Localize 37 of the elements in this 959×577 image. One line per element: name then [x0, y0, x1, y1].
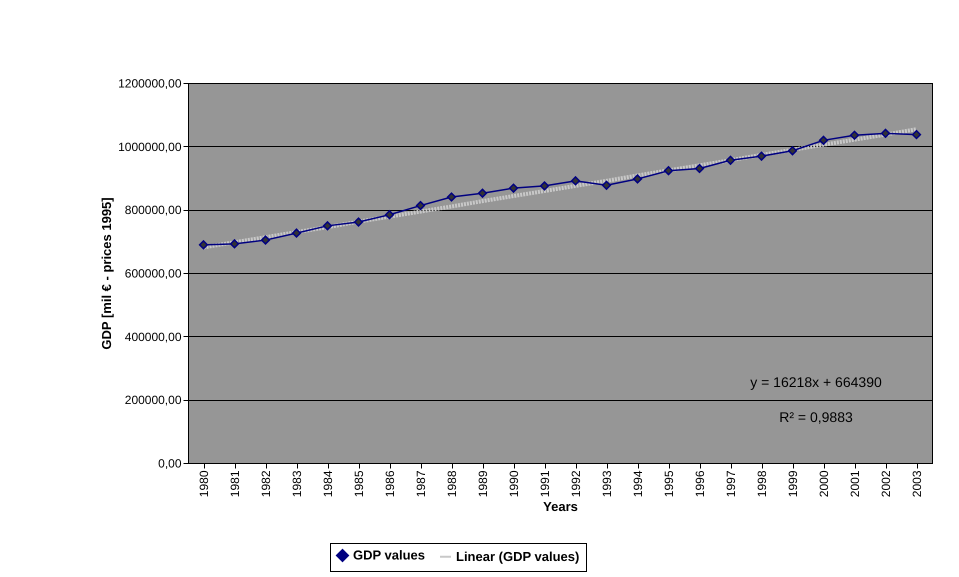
x-tick-label: 2000	[817, 470, 831, 498]
x-tick-label: 2001	[848, 470, 862, 498]
x-tick-label: 1997	[724, 470, 738, 498]
y-axis-title: GDP [mil € - prices 1995]	[99, 197, 114, 350]
x-tick-label: 1981	[228, 470, 242, 498]
x-tick-label: 1996	[693, 470, 707, 498]
x-tick-label: 1984	[321, 470, 335, 498]
x-tick-label: 1998	[755, 470, 769, 498]
x-tick-label: 1995	[662, 470, 676, 498]
x-tick-label: 1992	[569, 470, 583, 498]
x-tick-label: 1989	[476, 470, 490, 498]
legend-label: Linear (GDP values)	[456, 548, 580, 564]
x-tick-label: 1993	[600, 470, 614, 498]
x-tick-label: 1985	[352, 470, 366, 498]
x-tick-label: 1986	[383, 470, 397, 498]
x-tick-label: 2002	[879, 470, 893, 498]
x-tick-label: 1994	[631, 470, 645, 498]
annotation: y = 16218x + 664390	[750, 374, 882, 390]
annotation: R² = 0,9883	[779, 409, 853, 425]
y-tick-label: 1200000,00	[118, 76, 182, 90]
x-tick-label: 1980	[197, 470, 211, 498]
y-tick-label: 200000,00	[124, 393, 182, 408]
x-tick-label: 1982	[259, 470, 273, 498]
x-tick-label: 2003	[910, 470, 924, 498]
y-tick-label: 400000,00	[124, 330, 182, 344]
legend-label: GDP values	[353, 548, 426, 563]
y-tick-label: 800000,00	[124, 203, 182, 218]
x-axis-title: Years	[543, 499, 578, 514]
x-tick-label: 1988	[445, 470, 459, 498]
y-tick-label: 1000000,00	[118, 140, 182, 154]
x-tick-label: 1987	[414, 470, 428, 498]
y-tick-label: 0,00	[158, 456, 182, 470]
x-tick-label: 1983	[290, 470, 304, 498]
x-tick-label: 1990	[507, 470, 521, 498]
x-tick-label: 1999	[786, 470, 800, 498]
y-tick-label: 600000,00	[124, 266, 182, 280]
x-tick-label: 1991	[538, 470, 552, 498]
